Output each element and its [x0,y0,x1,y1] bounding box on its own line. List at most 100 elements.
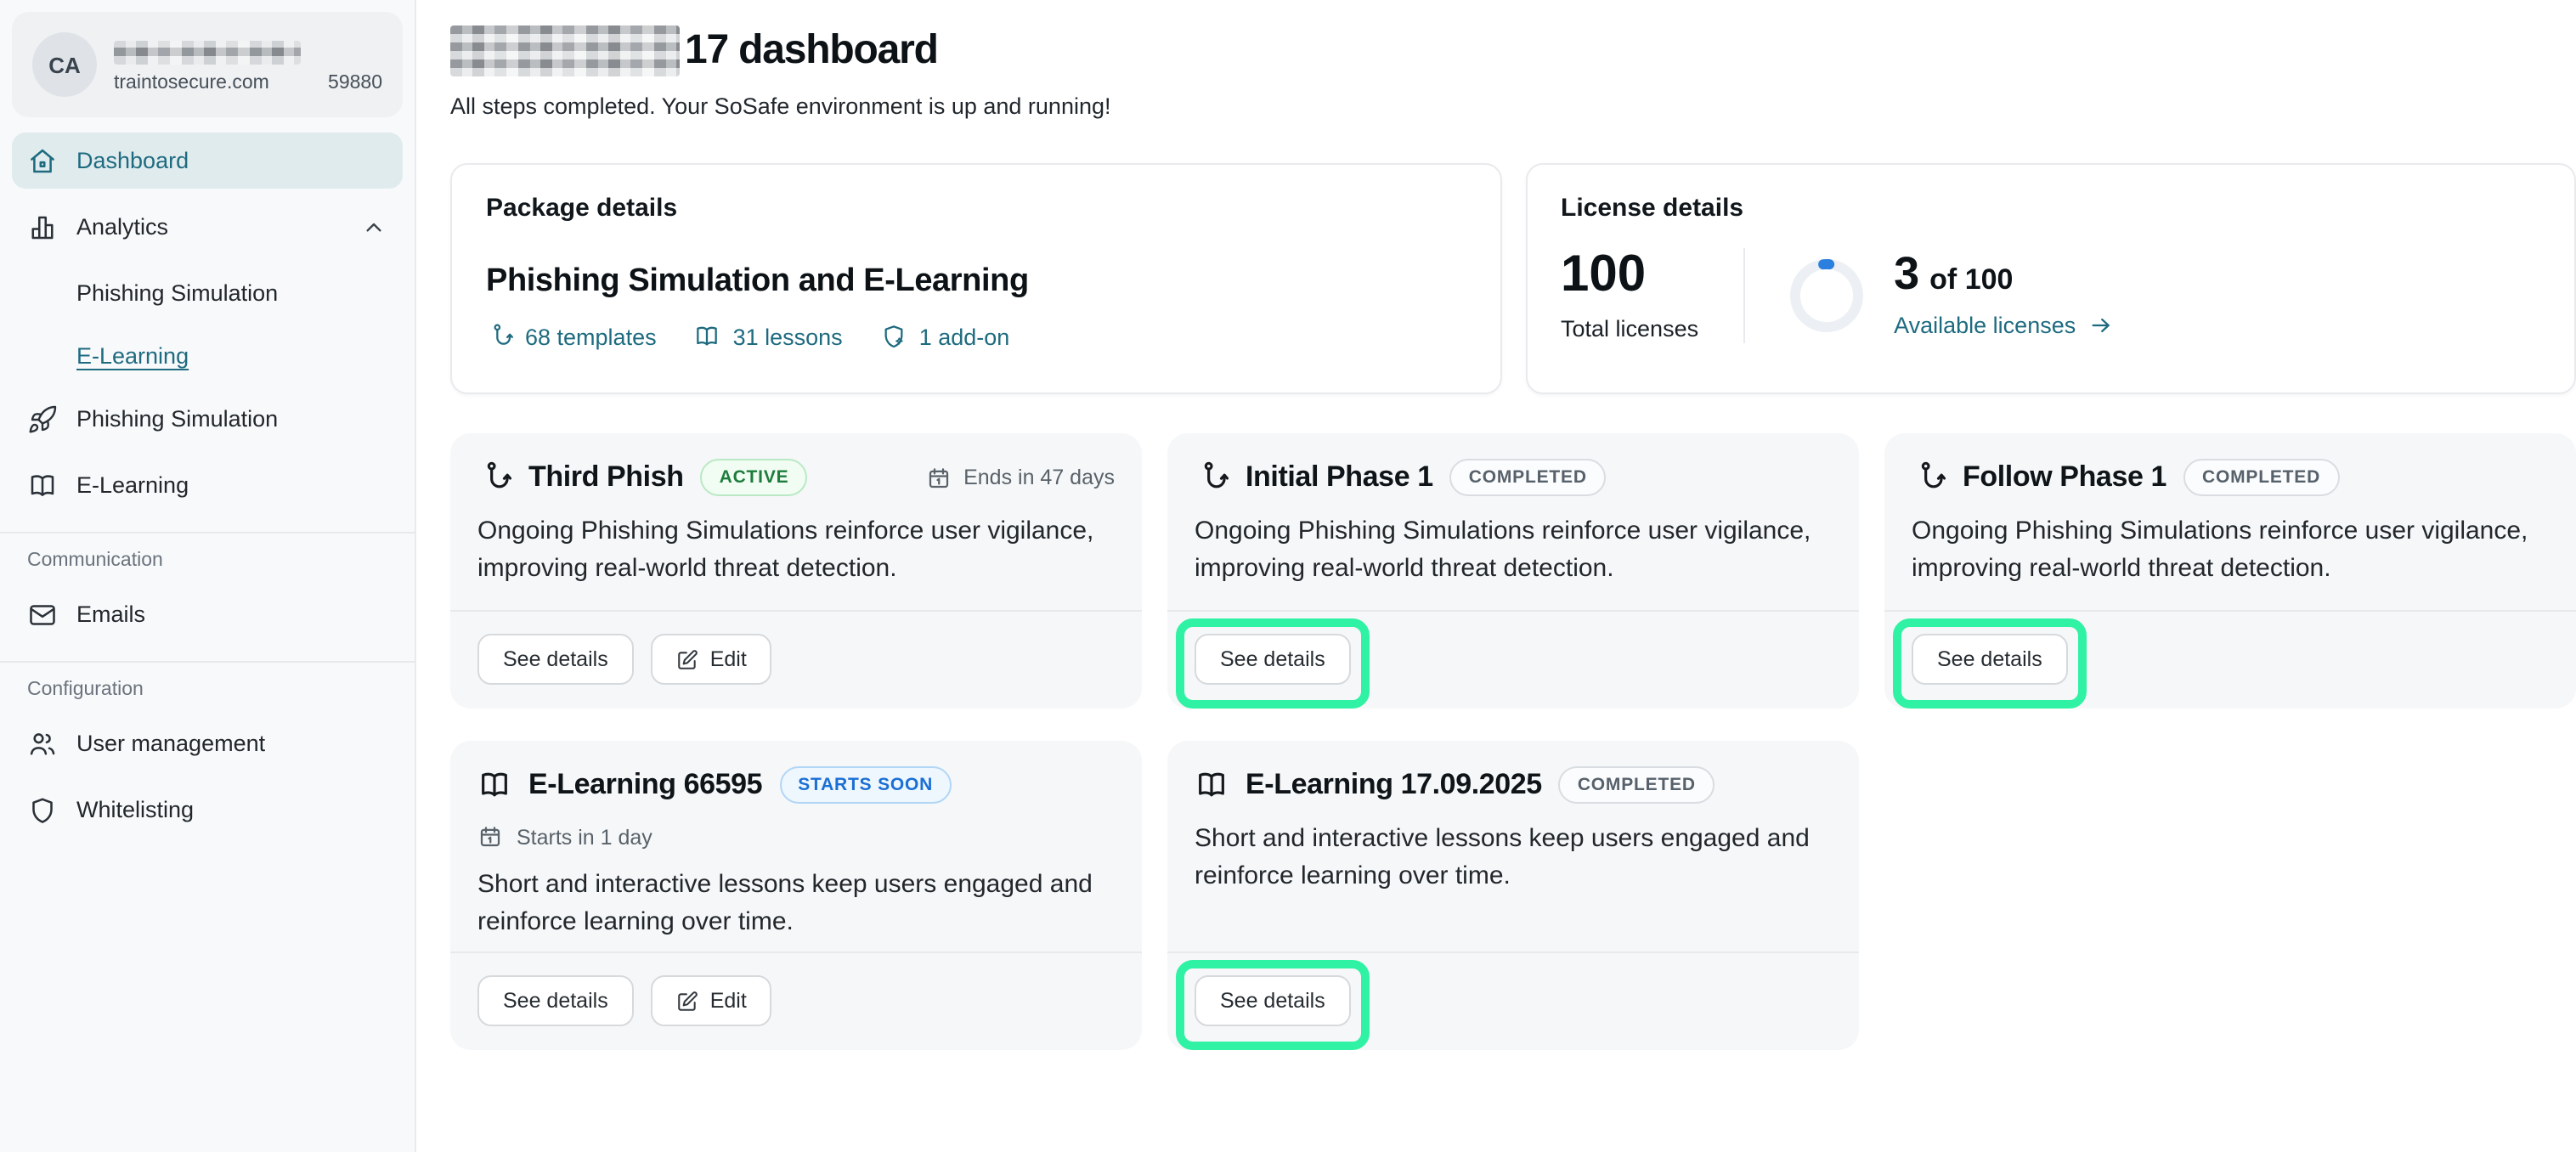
license-donut-chart [1785,255,1867,336]
pencil-icon [676,990,698,1012]
campaign-grid: Third Phish ACTIVE Ends in 47 days Ongoi… [450,433,2576,1050]
sidebar-item-whitelisting[interactable]: Whitelisting [12,782,403,838]
vertical-divider [1743,248,1745,343]
see-details-button[interactable]: See details [477,634,634,685]
sidebar-subitem-phishing-simulation-analytics[interactable]: Phishing Simulation [76,280,279,305]
see-details-button[interactable]: See details [1195,634,1351,685]
sidebar-divider [0,661,415,663]
campaign-title: E-Learning 17.09.2025 [1246,768,1542,800]
see-details-button[interactable]: See details [1912,634,2068,685]
status-badge: STARTS SOON [779,766,952,804]
section-label-communication: Communication [27,551,163,571]
campaign-title: Third Phish [528,460,684,493]
campaign-title: Follow Phase 1 [1963,460,2167,493]
sidebar-item-label: E-Learning [76,472,189,498]
package-details-panel: Package details Phishing Simulation and … [450,163,1501,394]
sidebar-item-label: Whitelisting [76,797,195,822]
templates-link-label: 68 templates [525,324,657,349]
sidebar: CA traintosecure.com 59880 Dashboard [0,0,416,1152]
shield-star-icon [880,323,907,350]
status-badge: ACTIVE [700,459,808,496]
available-licenses-link-label: Available licenses [1894,312,2076,337]
hook-icon [1912,460,1946,494]
edit-button[interactable]: Edit [650,975,772,1026]
see-details-button[interactable]: See details [1195,975,1351,1026]
redacted-title-prefix [450,25,680,76]
sidebar-item-emails[interactable]: Emails [12,586,403,642]
available-of-total: of 100 [1929,263,2014,295]
envelope-icon [27,599,58,630]
account-info: traintosecure.com 59880 [114,37,382,93]
campaign-title: E-Learning 66595 [528,768,763,800]
sidebar-item-user-management[interactable]: User management [12,715,403,771]
campaign-description: Ongoing Phishing Simulations reinforce u… [477,517,1094,583]
available-licenses-link[interactable]: Available licenses [1894,312,2113,337]
book-icon [1195,768,1229,802]
book-icon [694,323,721,350]
license-row: 100 Total licenses 3 of 100 [1561,248,2540,343]
hook-icon [486,323,513,350]
rocket-icon [27,404,58,434]
sidebar-divider [0,532,415,534]
total-licenses-value: 100 [1561,246,1647,302]
edit-button-label: Edit [709,647,747,671]
campaign-card-initial-phase-1: Initial Phase 1 COMPLETED Ongoing Phishi… [1167,433,1859,709]
account-switcher[interactable]: CA traintosecure.com 59880 [12,12,403,117]
sidebar-item-label: Analytics [76,214,169,240]
sidebar-item-analytics[interactable]: Analytics [12,199,403,255]
campaign-meta: Ends in 47 days [926,465,1115,490]
highlight-box: See details [1176,618,1370,709]
sidebar-item-dashboard[interactable]: Dashboard [12,133,403,189]
sidebar-item-elearning[interactable]: E-Learning [12,457,403,513]
package-links: 68 templates 31 lessons 1 add-on [486,323,1466,350]
status-badge: COMPLETED [2183,459,2340,496]
page-title-row: 17 dashboard [450,24,2576,78]
arrow-right-icon [2087,312,2113,337]
calendar-icon [926,465,952,490]
campaign-description: Ongoing Phishing Simulations reinforce u… [1195,517,1811,583]
calendar-icon [477,824,503,850]
redacted-company-name [114,40,301,64]
lessons-link[interactable]: 31 lessons [694,323,843,350]
campaign-card-third-phish: Third Phish ACTIVE Ends in 47 days Ongoi… [450,433,1142,709]
campaign-description: Short and interactive lessons keep users… [477,870,1093,936]
campaign-card-elearning-17-09-2025: E-Learning 17.09.2025 COMPLETED Short an… [1167,741,1859,1050]
campaign-card-follow-phase-1: Follow Phase 1 COMPLETED Ongoing Phishin… [1884,433,2576,709]
edit-button-label: Edit [709,989,747,1013]
campaign-card-elearning-66595: E-Learning 66595 STARTS SOON Starts in 1… [450,741,1142,1050]
available-licenses-block: 3 of 100 Available licenses [1894,250,2113,341]
package-name: Phishing Simulation and E-Learning [486,263,1029,299]
addon-link[interactable]: 1 add-on [880,323,1010,350]
avatar: CA [32,32,97,97]
status-badge: COMPLETED [1558,766,1715,804]
account-domain: traintosecure.com [114,72,269,93]
campaign-meta-text: Ends in 47 days [963,466,1115,489]
edit-button[interactable]: Edit [650,634,772,685]
bar-chart-icon [27,212,58,242]
package-details-heading: Package details [486,194,678,223]
book-icon [477,768,511,802]
sidebar-subitem-elearning-analytics[interactable]: E-Learning [76,342,189,368]
lessons-link-label: 31 lessons [732,324,843,349]
available-count-line: 3 of 100 [1894,250,2113,296]
status-badge: COMPLETED [1449,459,1606,496]
templates-link[interactable]: 68 templates [486,323,657,350]
total-licenses-block: 100 Total licenses [1561,246,1699,342]
campaign-meta: Starts in 1 day [450,804,1142,850]
chevron-up-icon [360,213,387,240]
total-licenses-label: Total licenses [1561,316,1699,342]
summary-panels: Package details Phishing Simulation and … [450,163,2576,394]
addon-link-label: 1 add-on [918,324,1010,349]
campaign-description: Short and interactive lessons keep users… [1195,824,1810,890]
campaign-description: Ongoing Phishing Simulations reinforce u… [1912,517,2528,583]
page-title: 17 dashboard [685,27,939,73]
see-details-button[interactable]: See details [477,975,634,1026]
sidebar-item-phishing-simulation[interactable]: Phishing Simulation [12,391,403,447]
hook-icon [1195,460,1229,494]
users-icon [27,728,58,759]
sidebar-nav: Dashboard Analytics Phishing Simulation … [0,133,415,838]
home-icon [27,145,58,176]
sidebar-item-label: Dashboard [76,148,189,173]
main-content: 17 dashboard All steps completed. Your S… [416,0,2576,1152]
